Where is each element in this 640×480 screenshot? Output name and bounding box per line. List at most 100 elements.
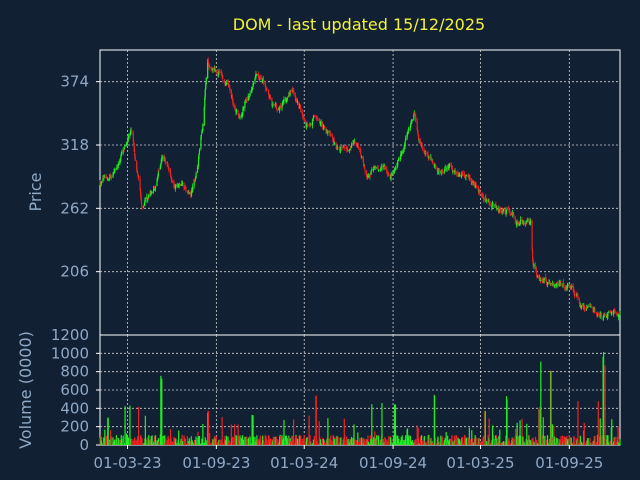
candle-body xyxy=(151,192,153,193)
candle-body xyxy=(165,162,167,163)
candle-body xyxy=(247,95,249,101)
candle-body xyxy=(613,310,615,315)
candle-body xyxy=(299,106,301,109)
candle-body xyxy=(132,132,134,143)
candle-body xyxy=(113,171,115,174)
candle-body xyxy=(553,283,555,287)
volume-bar xyxy=(158,441,160,445)
candle-body xyxy=(394,167,397,170)
volume-bar xyxy=(181,441,184,445)
candle-body xyxy=(100,183,102,187)
candle-body xyxy=(330,134,332,136)
volume-bar xyxy=(396,435,398,445)
candle-body xyxy=(194,179,196,181)
volume-bar xyxy=(459,439,461,445)
candle-body xyxy=(245,101,247,102)
candle-body xyxy=(543,279,545,281)
volume-bar xyxy=(461,437,464,445)
volume-bar xyxy=(442,443,444,445)
volume-bar xyxy=(202,423,204,445)
candle-body xyxy=(377,167,379,169)
candle-body xyxy=(407,130,410,131)
price-y-ticks: 206 262 318 374 1200 xyxy=(51,73,100,344)
candle-body xyxy=(369,173,371,175)
volume-bar xyxy=(330,440,332,445)
candle-body xyxy=(400,153,402,157)
candle-body xyxy=(604,314,606,317)
candle-body xyxy=(454,170,456,173)
candle-body xyxy=(103,177,105,179)
volume-bar xyxy=(232,436,234,445)
candle-body xyxy=(435,165,437,167)
volume-bar xyxy=(587,438,589,445)
volume-bar xyxy=(271,439,273,445)
candle-body xyxy=(589,305,592,308)
candle-body xyxy=(529,221,531,225)
volume-bar xyxy=(601,436,603,445)
volume-bar xyxy=(577,401,579,445)
volume-bar xyxy=(205,440,207,445)
candle-body xyxy=(606,315,609,318)
volume-bar xyxy=(137,436,139,445)
candle-body xyxy=(286,98,288,100)
candle-body xyxy=(130,128,132,133)
candle-body xyxy=(279,108,281,111)
candle-body xyxy=(364,169,366,172)
volume-bar xyxy=(423,436,426,445)
volume-bar xyxy=(241,435,244,445)
volume-bar xyxy=(513,438,515,445)
candle-body xyxy=(320,122,322,124)
candle-body xyxy=(249,93,251,96)
candle-body xyxy=(436,167,439,172)
volume-bar xyxy=(192,442,194,445)
candle-body xyxy=(168,168,170,171)
volume-bar xyxy=(244,436,246,445)
candle-body xyxy=(344,147,346,149)
volume-bar xyxy=(522,436,524,445)
candle-body xyxy=(530,220,532,223)
candle-body xyxy=(157,171,160,176)
candle-body xyxy=(577,295,579,301)
candle-body xyxy=(109,177,111,180)
volume-bar xyxy=(534,436,537,445)
candle-body xyxy=(414,112,416,115)
candle-body xyxy=(317,118,319,120)
candle-body xyxy=(507,207,510,209)
candle-body xyxy=(428,156,430,158)
candle-body xyxy=(459,175,461,176)
candle-body xyxy=(445,167,447,170)
candle-body xyxy=(387,173,389,175)
volume-bar xyxy=(161,378,163,445)
volume-bar xyxy=(129,405,131,445)
volume-tick-label: 200 xyxy=(60,418,89,436)
candle-body xyxy=(390,173,392,179)
candle-body xyxy=(542,280,544,282)
candle-body xyxy=(521,220,524,223)
volume-bar xyxy=(125,433,128,445)
volume-bar xyxy=(523,441,525,445)
candle-body xyxy=(117,163,119,166)
candle-body xyxy=(269,96,271,98)
candle-body xyxy=(595,312,597,314)
volume-bar xyxy=(186,436,188,445)
candle-body xyxy=(600,313,602,316)
candle-body xyxy=(307,124,309,126)
candle-body xyxy=(557,283,559,286)
volume-bar xyxy=(225,435,228,445)
volume-bar xyxy=(141,438,143,445)
volume-bar xyxy=(144,415,146,445)
candle-body xyxy=(238,115,241,118)
volume-bar xyxy=(370,439,372,445)
candle-body xyxy=(616,313,618,315)
volume-bar xyxy=(316,441,318,445)
candle-body xyxy=(343,145,345,147)
volume-bar xyxy=(374,438,376,445)
candle-body xyxy=(452,170,454,172)
volume-bar xyxy=(492,434,494,445)
candle-body xyxy=(339,148,342,151)
candle-body xyxy=(127,136,130,139)
volume-bar xyxy=(479,441,481,445)
candle-body xyxy=(325,127,327,131)
candle-body xyxy=(160,159,162,163)
candle-body xyxy=(120,156,122,162)
